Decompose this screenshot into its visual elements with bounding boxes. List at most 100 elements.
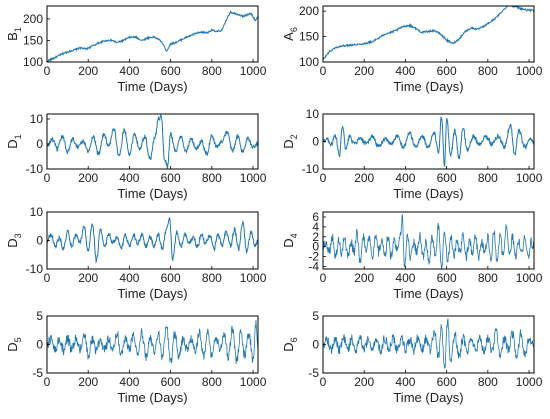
x-axis-label: Time (Days) (393, 390, 463, 405)
x-tick-label: 1000 (240, 64, 267, 78)
x-tick-label: 1000 (516, 171, 543, 185)
series-line-2 (322, 5, 535, 61)
y-tick-label: -10 (302, 162, 320, 176)
y-tick-label: 0 (312, 338, 319, 352)
panel-2: 0 200 400 600 800 1000 100 150 200 Time (Days) A6 (281, 4, 543, 94)
y-axis-label: B1 (5, 27, 23, 41)
x-tick-label: 800 (478, 271, 498, 285)
x-tick-label: 600 (437, 375, 457, 389)
y-axis-label: D2 (281, 134, 299, 148)
series-line-4 (322, 116, 535, 167)
x-tick-label: 0 (320, 271, 327, 285)
x-tick-label: 600 (161, 64, 181, 78)
x-tick-label: 600 (161, 271, 181, 285)
x-tick-label: 600 (161, 375, 181, 389)
panel-1: 0 200 400 600 800 1000 100 150 200 Time (Days) B1 (5, 5, 267, 94)
x-tick-label: 1000 (240, 375, 267, 389)
x-tick-label: 0 (44, 375, 51, 389)
y-tick-label: 0 (36, 234, 43, 248)
y-tick-label: 4 (312, 220, 319, 234)
x-tick-label: 600 (437, 271, 457, 285)
x-tick-label: 0 (44, 171, 51, 185)
series-line-1 (46, 9, 259, 63)
y-axis-label: A6 (281, 27, 299, 41)
x-tick-label: 800 (478, 375, 498, 389)
y-axis-label: D6 (281, 337, 299, 351)
series-line-8 (322, 318, 535, 369)
y-axis-label: D3 (5, 233, 23, 247)
series-line-5 (46, 217, 259, 264)
x-tick-label: 400 (119, 271, 139, 285)
x-axis-label: Time (Days) (117, 79, 187, 94)
axes-frame (46, 113, 259, 170)
y-tick-label: 2 (312, 230, 319, 244)
y-tick-label: 200 (299, 4, 319, 18)
y-tick-label: 150 (299, 30, 319, 44)
y-tick-label: 5 (36, 309, 43, 323)
x-tick-label: 600 (437, 64, 457, 78)
x-tick-label: 0 (320, 64, 327, 78)
x-tick-label: 200 (354, 171, 374, 185)
x-tick-label: 1000 (516, 375, 543, 389)
x-tick-label: 400 (119, 64, 139, 78)
y-axis-label: D5 (5, 337, 23, 351)
y-tick-label: 0 (36, 338, 43, 352)
y-tick-label: 0 (312, 240, 319, 254)
x-tick-label: 800 (202, 375, 222, 389)
y-tick-label: 100 (299, 55, 319, 69)
axes-frame (322, 5, 535, 63)
y-tick-label: 0 (36, 137, 43, 151)
series-line-7 (46, 320, 259, 365)
x-tick-label: 200 (354, 64, 374, 78)
y-tick-label: 100 (23, 55, 43, 69)
x-tick-label: 1000 (516, 271, 543, 285)
y-axis-label: D4 (281, 233, 299, 247)
x-tick-label: 0 (44, 271, 51, 285)
x-tick-label: 1000 (516, 64, 543, 78)
x-tick-label: 400 (119, 171, 139, 185)
axes-frame (322, 113, 535, 170)
y-tick-label: 10 (306, 107, 320, 121)
y-tick-label: 0 (312, 135, 319, 149)
x-tick-label: 400 (119, 375, 139, 389)
x-tick-label: 800 (202, 64, 222, 78)
y-tick-label: 150 (23, 33, 43, 47)
x-tick-label: 800 (478, 171, 498, 185)
x-tick-label: 0 (44, 64, 51, 78)
axes-frame (46, 5, 259, 63)
x-axis-label: Time (Days) (393, 79, 463, 94)
x-axis-label: Time (Days) (117, 186, 187, 201)
x-tick-label: 0 (320, 171, 327, 185)
x-tick-label: 400 (395, 271, 415, 285)
x-tick-label: 800 (202, 171, 222, 185)
x-tick-label: 800 (202, 271, 222, 285)
x-tick-label: 600 (161, 171, 181, 185)
x-tick-label: 200 (78, 171, 98, 185)
x-tick-label: 1000 (240, 271, 267, 285)
y-tick-label: -2 (308, 250, 319, 264)
y-tick-label: 10 (30, 112, 44, 126)
x-axis-label: Time (Days) (393, 186, 463, 201)
x-axis-label: Time (Days) (117, 390, 187, 405)
x-tick-label: 800 (478, 64, 498, 78)
y-axis-label: D1 (5, 134, 23, 148)
series-line-3 (46, 113, 259, 169)
y-tick-label: -5 (308, 366, 319, 380)
series-line-6 (322, 214, 535, 270)
y-tick-label: -4 (308, 260, 319, 274)
x-tick-label: 1000 (240, 171, 267, 185)
y-tick-label: -5 (32, 366, 43, 380)
x-tick-label: 200 (78, 64, 98, 78)
x-tick-label: 200 (354, 271, 374, 285)
y-tick-label: 5 (312, 309, 319, 323)
x-axis-label: Time (Days) (117, 286, 187, 301)
x-tick-label: 200 (354, 375, 374, 389)
x-axis-label: Time (Days) (393, 286, 463, 301)
